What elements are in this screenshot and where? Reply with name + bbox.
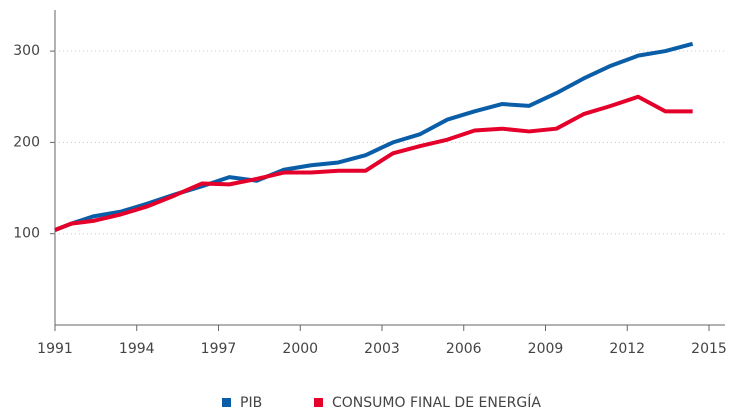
x-tick-label: 2015	[691, 341, 727, 357]
y-tick-label: 100	[13, 226, 40, 242]
x-tick-label: 2003	[364, 341, 400, 357]
x-tick-label: 1994	[119, 341, 155, 357]
x-tick-label: 2009	[528, 341, 564, 357]
x-tick-label: 1997	[201, 341, 237, 357]
y-tick-label: 200	[13, 134, 40, 150]
legend-label: PIB	[240, 395, 262, 411]
x-tick-label: 2006	[446, 341, 482, 357]
legend-label: CONSUMO FINAL DE ENERGÍA	[332, 394, 541, 411]
x-tick-label: 2012	[609, 341, 645, 357]
legend-swatch	[314, 398, 323, 407]
series-line	[54, 41, 694, 232]
y-tick-label: 300	[13, 43, 40, 59]
x-tick-label: 2000	[282, 341, 318, 357]
series-line	[54, 94, 693, 232]
x-tick-label: 1991	[37, 341, 73, 357]
legend-swatch	[222, 398, 231, 407]
